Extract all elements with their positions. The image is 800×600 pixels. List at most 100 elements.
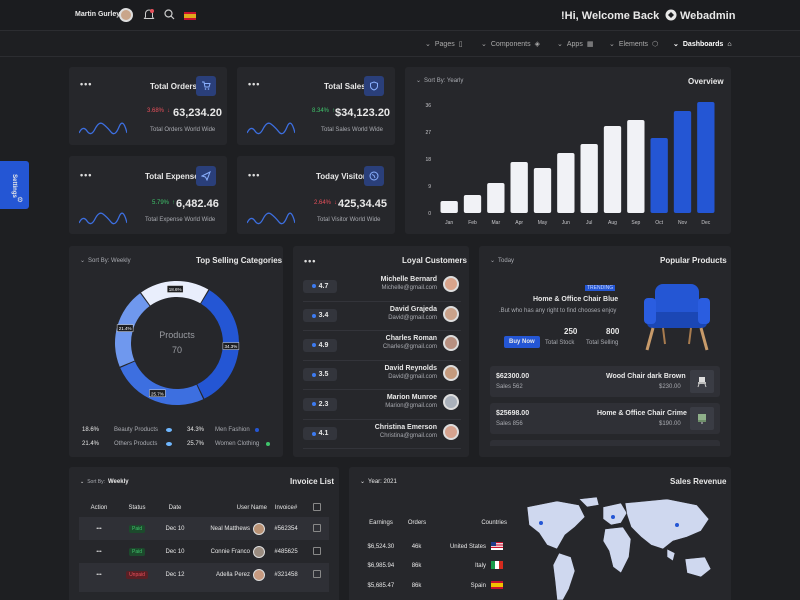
stat-value: 425,34.45 [338,198,387,210]
header-date: Date [168,505,182,511]
user-name[interactable]: Martin Gurley [75,11,121,18]
buy-now-button[interactable]: Buy Now [504,336,540,348]
invoice-row[interactable]: ••• Paid Dec 10 Connie Franco #485625 [79,540,329,563]
more-icon[interactable]: ••• [80,79,93,89]
product-list-item[interactable]: $25698.00 Sales 856 Home & Office Chair … [490,403,720,434]
chevron-down-icon: ⌄ [481,41,487,48]
more-icon[interactable]: ••• [80,170,93,180]
chart-title: Overview [688,77,724,86]
year-dropdown[interactable]: ⌄ Year: 2021 [360,478,397,486]
donut-slice-men-fashion[interactable] [197,290,239,399]
bar-aug[interactable] [603,126,622,213]
popular-products-card: ⌄ Today Popular Products TRENDING Home & … [479,246,731,457]
language-flag-icon[interactable] [184,12,196,20]
product-name[interactable]: Home & Office Chair Blue [533,296,619,303]
sort-dropdown[interactable]: ⌄ Sort By: Yearly [416,77,463,85]
row-actions-icon[interactable]: ••• [96,525,102,532]
rating-pill: 3.5 [303,368,337,382]
rating-dot-icon [311,343,316,348]
revenue-table-header: Earnings Orders Countries [363,520,507,526]
invoice-date: Dec 10 [165,548,185,555]
legend-dot [255,428,259,432]
customer-row[interactable]: 3.5 David Reynolds David@gmail.com [303,361,461,390]
invoice-row[interactable]: ••• Paid Dec 10 Neal Matthews #562354 [79,517,329,540]
select-all-checkbox[interactable] [305,503,329,513]
bar-oct[interactable] [650,138,668,213]
header-earnings: Earnings [369,520,393,526]
bar-jun[interactable] [557,153,575,213]
donut-slice-beauty-products[interactable] [141,281,209,306]
sort-dropdown[interactable]: ⌄ Sort By: Weekly [80,257,131,265]
bar-may[interactable] [533,168,552,213]
brand-name[interactable]: Webadmin [680,10,736,22]
nav-label: Dashboards [682,40,724,48]
bar-sep[interactable] [627,120,645,213]
more-icon[interactable]: ••• [304,256,317,266]
grid-icon: ▦ [586,41,594,48]
settings-tab[interactable]: Settings ⚙ [0,161,29,209]
customer-avatar [443,394,459,410]
bar-nov[interactable] [673,111,692,213]
sparkline [79,122,127,135]
year-label: Year: 2021 [368,478,397,485]
y-tick-label: 27 [425,130,431,136]
invoice-row[interactable]: ••• Unpaid Dec 12 Adella Perez #321458 [79,563,329,586]
stat-change: 5.79% ↑ [152,200,175,206]
customer-row[interactable]: 4.7 Michelle Bernard Michelle@gmail.com [303,272,461,302]
today-dropdown[interactable]: ⌄ Today [490,257,514,265]
nav-dashboards[interactable]: ⌄ Dashboards ⌂ [673,40,732,49]
nav-components[interactable]: ⌄ Components ◈ [481,40,540,49]
nav-elements[interactable]: ⌄ Elements ⬡ [609,40,658,49]
cart-icon [196,76,216,96]
nav-apps[interactable]: ⌄ Apps ▦ [557,40,594,49]
sort-dropdown[interactable]: ⌄ Sort By: Weekly [80,479,129,485]
nav-pages[interactable]: ⌄ Pages ▯ [425,40,463,49]
customer-row[interactable]: 2.3 Marion Munroe Marion@gmail.com [303,390,461,420]
revenue-row[interactable]: $6,985.94 86k Italy [363,557,503,577]
rating-dot-icon [311,313,316,318]
invoice-date: Dec 10 [165,525,185,532]
x-tick-label: Sep [631,220,640,226]
product-list-item [490,440,720,446]
bar-dec[interactable] [697,102,715,213]
revenue-row[interactable]: $5,685.47 86k Spain [363,576,503,596]
nav-label: Apps [566,40,583,48]
row-checkbox[interactable] [305,523,329,534]
bar-apr[interactable] [510,162,528,213]
row-actions-icon[interactable]: ••• [96,571,102,578]
country-name: United States [449,543,486,550]
row-actions-icon[interactable]: ••• [96,548,102,555]
search-icon[interactable] [164,9,175,22]
bar-jul[interactable] [580,144,598,213]
more-icon[interactable]: ••• [248,170,261,180]
customer-info: David Grajeda David@gmail.com [388,306,437,321]
bar-feb[interactable] [463,195,482,213]
item-name: Home & Office Chair Crime [597,410,687,417]
revenue-row[interactable]: $6,524.30 46k United States [363,537,503,557]
rating-value: 4.1 [318,430,329,438]
bell-icon[interactable] [143,8,155,24]
row-checkbox[interactable] [305,569,329,580]
category-donut-chart: 34.3% 25.7% 21.4% 18.6% [115,281,240,405]
invoice-number: #485625 [274,548,298,555]
product-list-item[interactable]: $62300.00 Sales 562 Wood Chair dark Brow… [490,366,720,397]
stat-title: Today Visitor [316,172,366,181]
bar-mar[interactable] [487,183,505,213]
sort-label: Sort By: Weekly [88,257,131,264]
invoice-user: Connie Franco [210,548,250,555]
legend-dot [166,428,172,432]
customer-row[interactable]: 3.4 David Grajeda David@gmail.com [303,302,461,331]
user-avatar[interactable] [119,8,133,22]
arrow-down-icon: ↓ [334,200,338,206]
customer-email: Christina@gmail.com [379,432,437,439]
nav-label: Components [490,40,531,48]
more-icon[interactable]: ••• [248,79,261,89]
donut-slice-women-clothing[interactable] [120,361,204,405]
customer-row[interactable]: 4.9 Charles Roman Charles@gmail.com [303,331,461,361]
row-checkbox[interactable] [305,546,329,557]
bar-jan[interactable] [440,201,458,213]
customer-row[interactable]: 4.1 Christina Emerson Christina@gmail.co… [303,420,461,449]
item-amount: $230.00 [659,384,681,390]
nav-label: Elements [618,40,649,48]
x-tick-label: May [538,220,548,226]
